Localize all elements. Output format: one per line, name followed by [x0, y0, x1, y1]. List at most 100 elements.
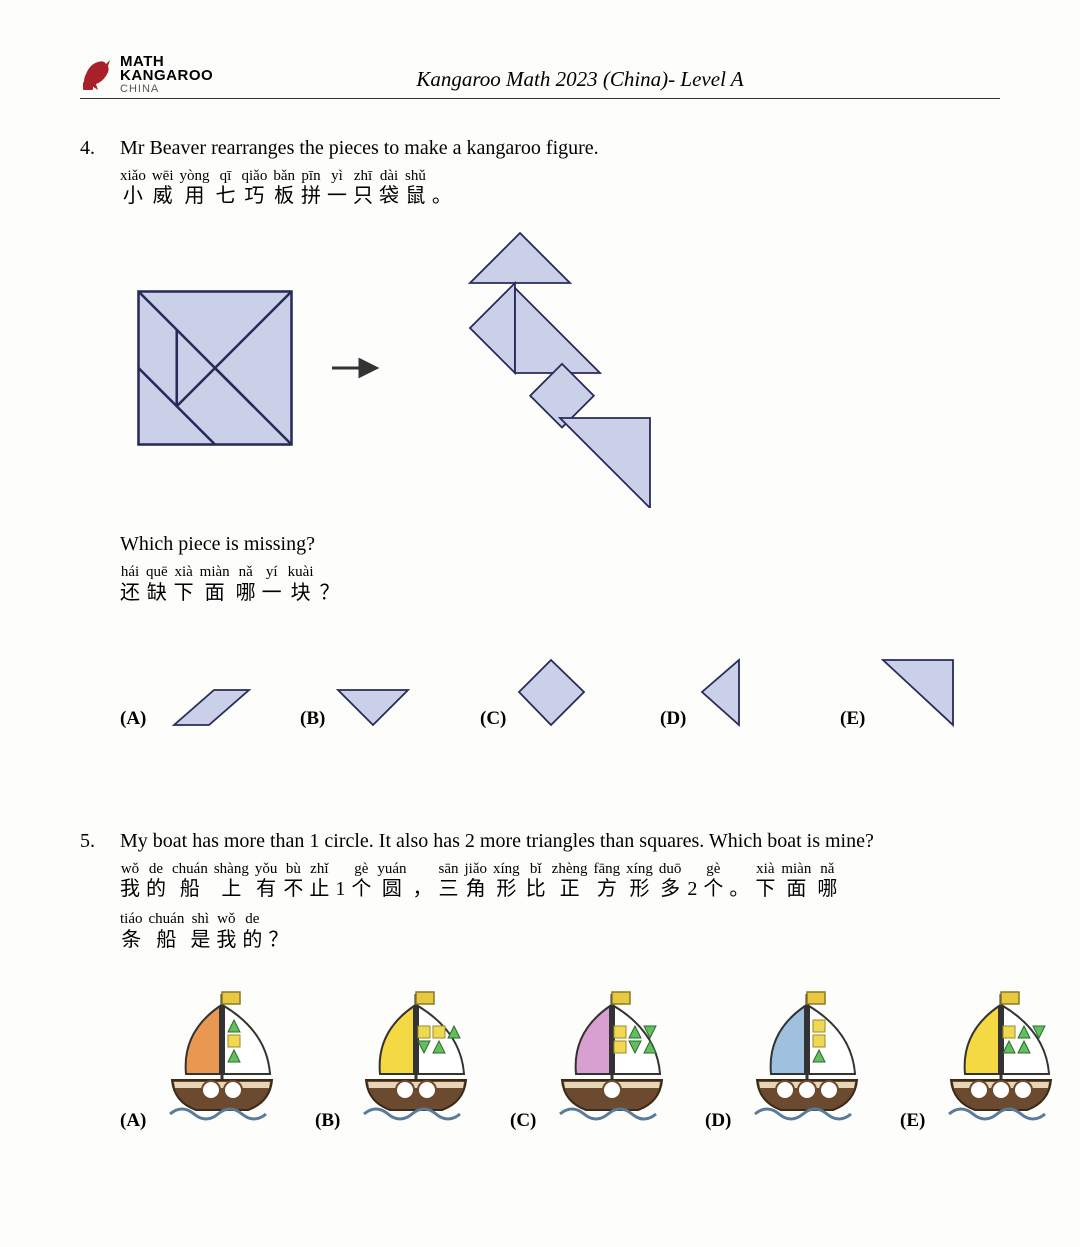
boat-icon	[931, 982, 1071, 1132]
logo: MATH KANGAROO CHINA	[80, 55, 280, 94]
q4-answer-c: (C)	[480, 655, 660, 730]
ruby-char: zhèng正	[552, 861, 588, 902]
q4-text-en2: Which piece is missing?	[120, 533, 1020, 556]
question-5: 5. My boat has more than 1 circle. It al…	[80, 830, 1000, 1132]
boat-icon	[346, 982, 486, 1132]
answer-label: (C)	[480, 708, 506, 730]
triangle-left-icon	[694, 655, 749, 730]
answer-label: (E)	[900, 1110, 925, 1132]
answer-label: (B)	[315, 1110, 340, 1132]
arrow-right-icon	[330, 356, 380, 380]
answer-label: (A)	[120, 708, 146, 730]
q5-pinyin-line1: wǒ我de的chuán船shàng上yǒu有bù不zhǐ止 1gè个yuán圆 …	[120, 861, 1080, 902]
ruby-char: xíng形	[626, 861, 653, 902]
ruby-char: ？	[320, 564, 340, 605]
boat-icon	[152, 982, 292, 1132]
q5-answer-c: (C)	[510, 982, 705, 1132]
q4-answer-d: (D)	[660, 655, 840, 730]
answer-label: (B)	[300, 708, 325, 730]
ruby-char: shàng上	[214, 861, 249, 902]
ruby-char: ，	[413, 861, 433, 902]
ruby-char: miàn面	[781, 861, 811, 902]
q5-answer-e: (E)	[900, 982, 1080, 1132]
answer-label: (C)	[510, 1110, 536, 1132]
ruby-char: pīn拼	[301, 168, 321, 209]
tangram-kangaroo-icon	[410, 228, 670, 508]
answer-label: (D)	[705, 1110, 731, 1132]
worksheet-page: MATH KANGAROO CHINA Kangaroo Math 2023 (…	[0, 0, 1080, 1247]
q5-answer-a: (A)	[120, 982, 315, 1132]
q4-answer-e: (E)	[840, 655, 1020, 730]
ruby-char: ？	[268, 911, 288, 952]
q4-answer-a: (A)	[120, 685, 300, 730]
boat-icon	[737, 982, 877, 1132]
ruby-char: 2	[687, 861, 697, 902]
ruby-char: nǎ哪	[236, 564, 256, 605]
q4-pinyin-line2: hái还 quē缺 xià下 miàn面 nǎ哪 yí一 kuài块 ？	[120, 564, 1020, 605]
ruby-char: jiǎo角	[465, 861, 488, 902]
answer-label: (E)	[840, 708, 865, 730]
ruby-char: tiáo条	[120, 911, 143, 952]
ruby-char: kuài块	[288, 564, 314, 605]
parallelogram-icon	[154, 685, 254, 730]
diamond-icon	[514, 655, 589, 730]
ruby-char: wēi威	[152, 168, 174, 209]
ruby-char: quē缺	[146, 564, 168, 605]
ruby-char: yí一	[262, 564, 282, 605]
ruby-char: xíng形	[493, 861, 520, 902]
ruby-char: hái还	[120, 564, 140, 605]
ruby-char: 。	[432, 168, 452, 209]
q4-pinyin-line1: xiǎo小 wēi威 yòng用 qī七 qiǎo巧bǎn板 pīn拼 yì一 zhī只 dài…	[120, 168, 1020, 209]
ruby-char: xià下	[174, 564, 194, 605]
ruby-char: fāng方	[594, 861, 621, 902]
ruby-char: gè个	[703, 861, 723, 902]
ruby-char: yuán圆	[377, 861, 406, 902]
answer-label: (A)	[120, 1110, 146, 1132]
ruby-char: bù不	[283, 861, 303, 902]
ruby-char: shì是	[190, 911, 210, 952]
q5-answer-d: (D)	[705, 982, 900, 1132]
ruby-char: bǐ比	[526, 861, 546, 902]
page-title: Kangaroo Math 2023 (China)- Level A	[280, 67, 1000, 94]
ruby-char: qī七	[216, 168, 236, 209]
ruby-char: shǔ鼠	[405, 168, 426, 209]
kangaroo-logo-icon	[80, 56, 114, 92]
ruby-char: miàn面	[200, 564, 230, 605]
ruby-char: qiǎo巧	[242, 168, 268, 209]
ruby-char: dài袋	[379, 168, 399, 209]
q5-answer-b: (B)	[315, 982, 510, 1132]
logo-line2: KANGAROO	[120, 69, 213, 83]
q5-pinyin-line2: tiáo条chuán船shì是wǒ我de的 ？	[120, 911, 1080, 952]
ruby-char: wǒ我	[120, 861, 140, 902]
logo-text: MATH KANGAROO CHINA	[120, 55, 213, 94]
ruby-char: xiǎo小	[120, 168, 146, 209]
ruby-char: 1	[335, 861, 345, 902]
triangle-down-icon	[333, 685, 413, 730]
page-header: MATH KANGAROO CHINA Kangaroo Math 2023 (…	[80, 55, 1000, 99]
ruby-char: chuán船	[172, 861, 208, 902]
ruby-char: duō多	[659, 861, 682, 902]
ruby-char: bǎn板	[273, 168, 295, 209]
q4-number: 4.	[80, 137, 108, 160]
q4-answer-b: (B)	[300, 685, 480, 730]
question-4: 4. Mr Beaver rearranges the pieces to ma…	[80, 137, 1000, 730]
ruby-char: de的	[242, 911, 262, 952]
ruby-char: wǒ我	[216, 911, 236, 952]
q5-number: 5.	[80, 830, 108, 853]
q5-text-en: My boat has more than 1 circle. It also …	[120, 830, 1080, 853]
q4-figure	[130, 228, 1020, 508]
ruby-char: zhī只	[353, 168, 373, 209]
ruby-char: gè个	[351, 861, 371, 902]
ruby-char: sān三	[439, 861, 459, 902]
ruby-char: xià下	[755, 861, 775, 902]
boat-icon	[542, 982, 682, 1132]
ruby-char: nǎ哪	[817, 861, 837, 902]
tangram-square-icon	[130, 283, 300, 453]
ruby-char: zhǐ止	[309, 861, 329, 902]
ruby-char: yòng用	[180, 168, 210, 209]
q5-answers: (A) (B) (C)	[120, 982, 1080, 1132]
ruby-char: yì一	[327, 168, 347, 209]
ruby-char: yǒu有	[255, 861, 278, 902]
answer-label: (D)	[660, 708, 686, 730]
q4-text-en: Mr Beaver rearranges the pieces to make …	[120, 137, 1020, 160]
